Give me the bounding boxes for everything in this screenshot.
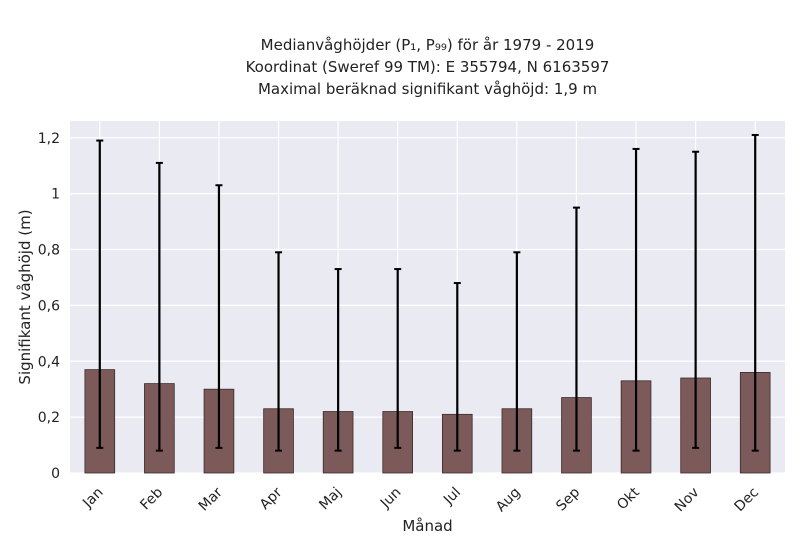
x-tick-label: Jun [377, 485, 404, 512]
x-tick-label: Okt [614, 484, 643, 513]
x-tick-label: Nov [672, 485, 703, 516]
error-bar-maj [334, 268, 342, 452]
x-axis-ticks: Jan Feb Mar Apr Maj Jun Jul Aug Sep Okt Nov Dec [79, 484, 762, 515]
y-tick-label: 0,2 [38, 410, 60, 426]
error-bar-aug [513, 251, 521, 452]
x-tick-label: Dec [732, 485, 762, 515]
error-bar-mar [215, 184, 223, 449]
y-tick-label: 0,8 [38, 243, 60, 259]
y-tick-label: 0,6 [38, 298, 60, 314]
chart-title-line-3: Maximal beräknad signifikant våghöjd: 1,… [257, 80, 598, 98]
y-tick-label: 0 [51, 466, 60, 482]
x-tick-label: Jan [79, 485, 106, 512]
x-tick-label: Feb [137, 484, 166, 513]
chart-title-line-1: Medianvåghöjder (P₁, P₉₉) för år 1979 - … [260, 36, 595, 54]
chart-title-line-2: Koordinat (Sweref 99 TM): E 355794, N 61… [245, 58, 610, 76]
x-tick-label: Aug [493, 485, 524, 516]
error-bar-apr [275, 251, 283, 452]
error-bar-jun [394, 268, 402, 449]
x-tick-label: Mar [196, 484, 226, 514]
error-bar-sep [572, 206, 580, 452]
y-tick-label: 1 [51, 187, 60, 203]
y-tick-label: 0,4 [38, 354, 60, 370]
error-bar-feb [155, 161, 163, 452]
error-bars [96, 133, 759, 452]
y-tick-label: 1,2 [38, 131, 60, 147]
chart-title: Medianvåghöjder (P₁, P₉₉) för år 1979 - … [70, 34, 785, 100]
x-tick-label: Apr [257, 484, 286, 513]
y-axis-ticks: 0 0,2 0,4 0,6 0,8 1 1,2 [38, 131, 60, 482]
error-bar-dec [751, 133, 759, 452]
error-bar-jan [96, 139, 104, 449]
error-bar-okt [632, 147, 640, 452]
x-tick-label: Maj [316, 485, 345, 514]
error-bar-jul [453, 282, 461, 452]
x-axis-label: Månad [402, 517, 452, 535]
y-axis-label: Signifikant våghöjd (m) [16, 209, 34, 384]
x-tick-label: Jul [440, 485, 464, 509]
plot-area [70, 121, 785, 473]
error-bar-nov [692, 150, 700, 449]
x-tick-label: Sep [553, 484, 583, 514]
